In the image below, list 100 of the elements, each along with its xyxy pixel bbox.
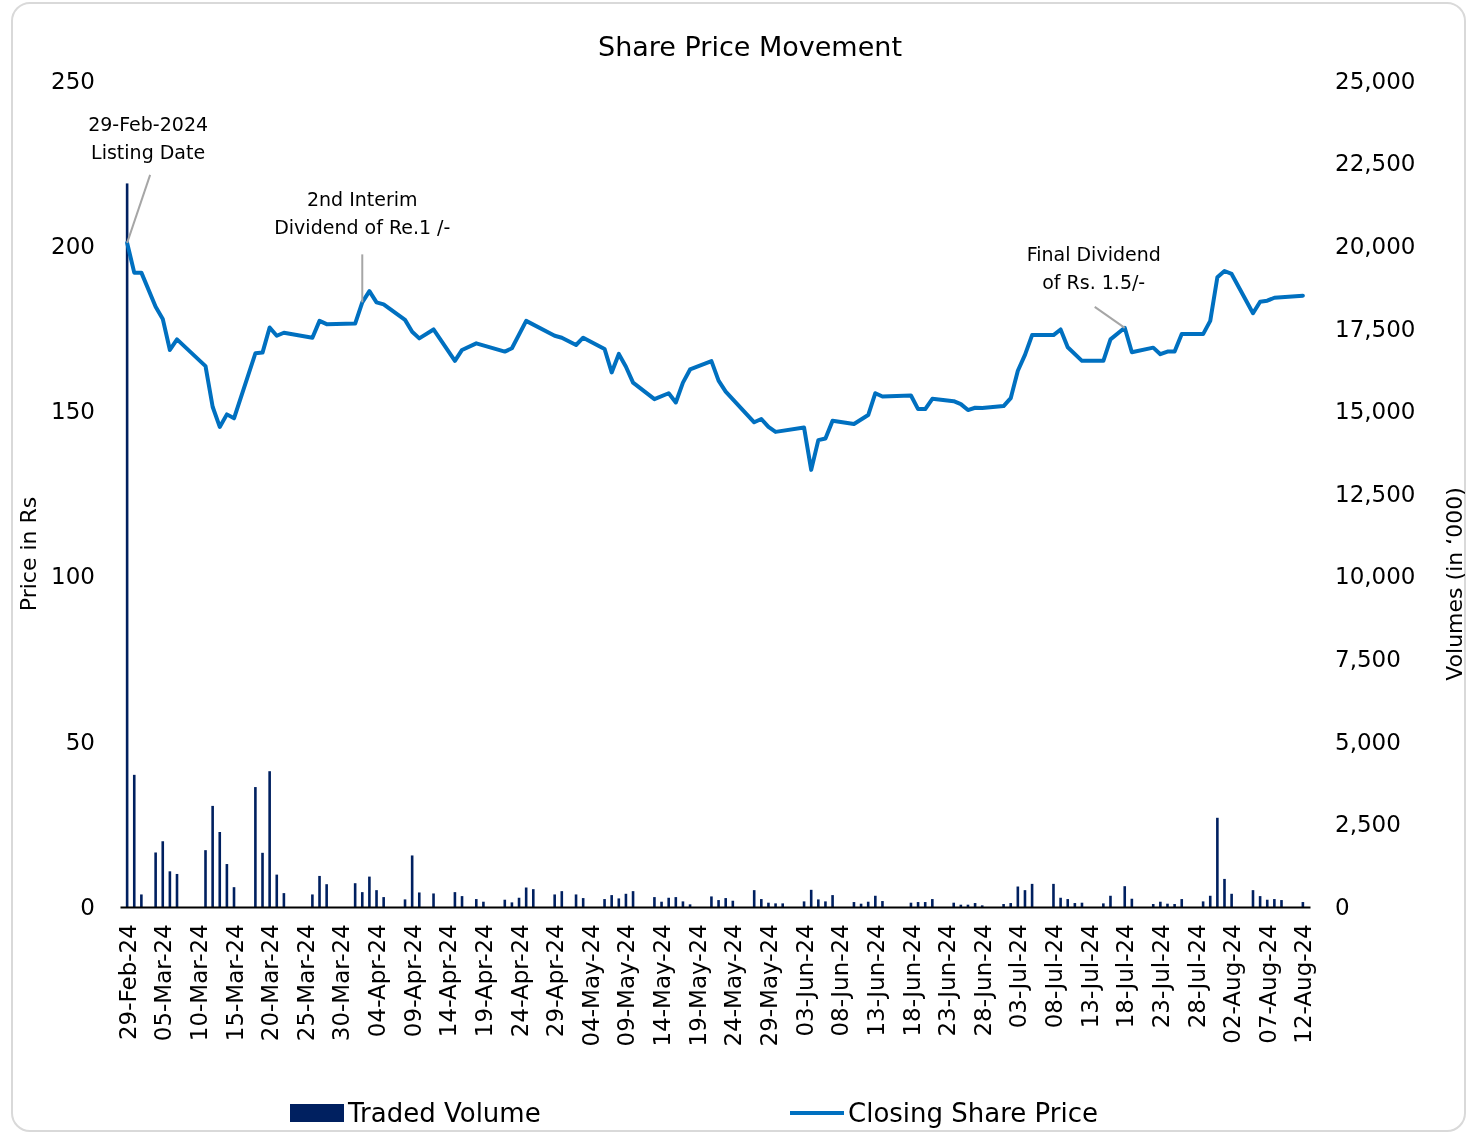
bar xyxy=(952,902,956,907)
bar xyxy=(866,901,870,907)
y2-tick-label: 2,500 xyxy=(1335,811,1401,838)
bar xyxy=(154,852,157,907)
bar xyxy=(417,892,421,907)
bar xyxy=(1109,895,1112,907)
y-tick-label: 0 xyxy=(80,893,95,920)
y2-tick-label: 10,000 xyxy=(1335,563,1416,590)
bar xyxy=(140,894,143,907)
bar xyxy=(1009,903,1013,907)
y2-tick-label: 15,000 xyxy=(1335,398,1416,425)
bar xyxy=(553,894,556,907)
x-tick-label: 25-Mar-24 xyxy=(292,924,319,1042)
x-tick-label: 08-Jun-24 xyxy=(827,924,854,1037)
bar xyxy=(1273,899,1276,907)
bar xyxy=(824,901,827,907)
bar xyxy=(831,895,834,907)
bar xyxy=(368,876,371,907)
bar xyxy=(1159,901,1162,907)
bar xyxy=(503,899,507,907)
bar xyxy=(1216,817,1219,907)
bar xyxy=(767,902,770,907)
bar xyxy=(1208,895,1212,907)
x-tick-label: 24-Apr-24 xyxy=(506,924,533,1038)
bar xyxy=(610,895,613,907)
line-series xyxy=(125,240,1305,472)
bar xyxy=(311,894,314,907)
bar xyxy=(760,899,763,907)
x-tick-label: 07-Aug-24 xyxy=(1254,924,1281,1044)
bar xyxy=(1052,883,1055,907)
bar xyxy=(474,899,478,907)
x-tick-label: 18-Jun-24 xyxy=(898,924,925,1037)
x-tick-label: 23-Jul-24 xyxy=(1147,924,1174,1029)
bar xyxy=(1066,899,1070,907)
bar xyxy=(432,893,435,907)
y2-tick-label: 0 xyxy=(1335,893,1350,920)
y2-tick-label: 25,000 xyxy=(1335,67,1416,94)
bar xyxy=(923,902,927,907)
bar xyxy=(1102,903,1105,907)
bar xyxy=(660,901,663,907)
chart-title: Share Price Movement xyxy=(598,31,902,62)
x-tick-label: 29-Feb-24 xyxy=(114,924,141,1041)
bar xyxy=(132,774,136,907)
bar xyxy=(874,895,877,907)
y-tick-label: 150 xyxy=(51,398,95,425)
x-tick-label: 02-Aug-24 xyxy=(1219,924,1246,1044)
annotation: 29-Feb-2024 Listing Date xyxy=(88,112,209,163)
bar xyxy=(268,771,271,907)
x-tick-label: 13-Jul-24 xyxy=(1076,924,1103,1029)
bar xyxy=(781,903,784,907)
x-tick-label: 15-Mar-24 xyxy=(221,924,248,1042)
y2-tick-label: 20,000 xyxy=(1335,233,1416,260)
bar xyxy=(1223,878,1226,907)
bar xyxy=(881,901,884,907)
bar xyxy=(318,875,321,907)
x-tick-label: 04-Apr-24 xyxy=(364,924,391,1038)
bar xyxy=(717,900,720,907)
bar xyxy=(1265,899,1269,907)
bar xyxy=(653,897,656,907)
bar xyxy=(254,787,257,907)
bar xyxy=(667,897,670,907)
x-tick-label: 18-Jul-24 xyxy=(1112,924,1139,1029)
x-tick-label: 09-May-24 xyxy=(613,924,640,1047)
y2-tick-label: 7,500 xyxy=(1335,646,1401,673)
x-tick-label: 03-Jun-24 xyxy=(791,924,818,1037)
legend-label: Traded Volume xyxy=(347,1098,541,1128)
y2-tick-label: 5,000 xyxy=(1335,728,1401,755)
bar xyxy=(482,901,485,907)
y2-tick-label: 12,500 xyxy=(1335,480,1416,507)
x-tick-label: 14-May-24 xyxy=(649,924,676,1047)
bar xyxy=(1230,893,1233,907)
y2-tick-label: 17,500 xyxy=(1335,315,1416,342)
x-tick-label: 13-Jun-24 xyxy=(862,924,889,1037)
bar xyxy=(204,850,207,907)
x-tick-label: 19-May-24 xyxy=(684,924,711,1047)
bar xyxy=(1280,900,1283,907)
x-tick-label: 20-Mar-24 xyxy=(257,924,284,1042)
x-tick-label: 12-Aug-24 xyxy=(1290,924,1317,1044)
bar xyxy=(382,897,385,907)
x-tick-label: 08-Jul-24 xyxy=(1041,924,1068,1029)
annotation: Final Dividend of Rs. 1.5/- xyxy=(1026,242,1161,293)
bar xyxy=(603,899,606,907)
y2-axis-title: Volumes (in ‘000) xyxy=(1442,487,1467,681)
x-tick-label: 09-Apr-24 xyxy=(399,924,426,1038)
x-tick-label: 29-Apr-24 xyxy=(542,924,569,1038)
bar xyxy=(531,889,535,907)
annotation: 2nd Interim Dividend of Re.1 /- xyxy=(274,188,451,239)
x-tick-label: 24-May-24 xyxy=(720,924,747,1047)
bar xyxy=(218,832,222,907)
bar xyxy=(325,884,328,907)
x-tick-label: 14-Apr-24 xyxy=(435,924,462,1038)
bar xyxy=(360,892,364,907)
bar xyxy=(275,874,279,907)
bar xyxy=(1059,897,1062,907)
bar xyxy=(817,899,820,907)
y-axis-title: Price in Rs xyxy=(16,496,41,612)
y-tick-label: 50 xyxy=(65,728,95,755)
bar xyxy=(261,852,264,907)
bar xyxy=(774,903,777,907)
bar xyxy=(1123,886,1127,907)
